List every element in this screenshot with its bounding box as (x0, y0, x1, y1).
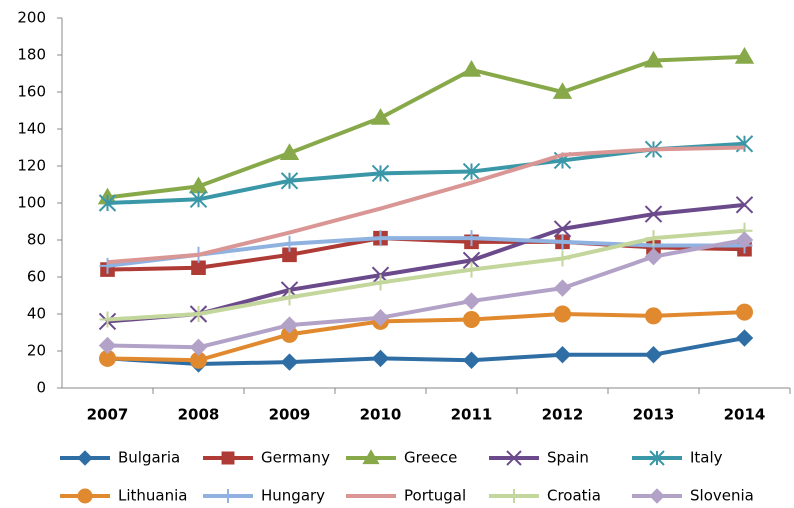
x-tick-label: 2009 (269, 406, 311, 424)
data-point (553, 305, 572, 323)
series-line (107, 336, 745, 366)
data-point (372, 274, 389, 291)
data-point (643, 50, 664, 68)
data-point (462, 292, 481, 310)
series-line (107, 228, 745, 322)
legend-label: Germany (261, 449, 330, 467)
data-point (554, 250, 571, 267)
data-point (735, 329, 754, 347)
data-point (644, 345, 663, 364)
y-tick-label: 120 (17, 157, 46, 175)
data-point (370, 108, 391, 125)
legend-label: Portugal (404, 487, 466, 505)
data-point (554, 233, 571, 250)
data-point (189, 338, 208, 357)
data-point (98, 336, 117, 355)
legend-marker (221, 489, 235, 503)
data-point (282, 247, 297, 263)
legend-marker (506, 450, 522, 466)
legend-marker (649, 488, 665, 504)
data-point (191, 260, 206, 276)
x-tick-label: 2013 (633, 406, 675, 424)
legend-label: Lithuania (118, 487, 187, 505)
data-point (463, 261, 480, 278)
data-point (98, 194, 117, 212)
legend-label: Spain (547, 449, 589, 467)
legend-marker (362, 449, 380, 465)
data-point (461, 60, 482, 77)
data-point (644, 307, 663, 325)
data-point (735, 196, 754, 214)
series-line (107, 145, 745, 265)
data-point (735, 231, 754, 249)
y-tick-label: 80 (27, 231, 46, 249)
legend-marker (507, 489, 521, 503)
y-tick-label: 100 (17, 194, 46, 212)
data-point (190, 306, 207, 322)
data-point (279, 143, 300, 160)
y-tick-label: 20 (27, 342, 46, 360)
data-point (371, 349, 390, 368)
y-tick-label: 200 (17, 9, 46, 27)
y-tick-label: 160 (17, 83, 46, 101)
data-point (644, 247, 663, 266)
legend-marker (77, 488, 93, 504)
x-tick-label: 2012 (542, 406, 584, 424)
data-point (463, 230, 480, 247)
legend-label: Hungary (261, 487, 325, 505)
y-tick-label: 140 (17, 120, 46, 138)
data-point (371, 308, 390, 327)
data-point (372, 230, 389, 247)
data-point (552, 82, 573, 99)
x-tick-label: 2007 (87, 406, 129, 424)
data-point (280, 172, 299, 190)
data-point (280, 316, 299, 334)
data-point (553, 345, 572, 364)
legend-marker (649, 450, 665, 466)
series-line (107, 238, 745, 350)
legend-label: Bulgaria (118, 449, 180, 467)
legend-label: Greece (404, 449, 457, 467)
data-point (189, 190, 208, 209)
data-point (644, 205, 663, 223)
data-point (189, 351, 208, 369)
x-tick-label: 2008 (178, 406, 220, 424)
y-tick-label: 180 (17, 46, 46, 64)
legend-label: Slovenia (690, 487, 754, 505)
data-point (734, 47, 755, 64)
series-line (107, 54, 745, 200)
legend-marker (77, 450, 93, 466)
y-tick-label: 60 (27, 268, 46, 286)
data-point (462, 351, 481, 369)
data-point (462, 251, 481, 270)
legend-label: Croatia (547, 487, 601, 505)
data-point (281, 235, 298, 252)
y-tick-label: 40 (27, 305, 46, 323)
data-point (553, 279, 572, 297)
data-point (98, 349, 117, 367)
legend-marker (221, 451, 235, 465)
legend-label: Italy (690, 449, 723, 467)
x-tick-label: 2011 (451, 406, 493, 424)
x-tick-label: 2010 (360, 406, 402, 424)
data-point (280, 353, 299, 371)
y-tick-label: 0 (36, 379, 46, 397)
data-point (735, 303, 754, 321)
x-tick-label: 2014 (724, 406, 766, 424)
data-point (462, 311, 481, 328)
data-point (371, 164, 390, 183)
data-point (462, 162, 481, 181)
data-point (645, 230, 662, 247)
data-point (553, 220, 572, 238)
series-line (107, 310, 745, 363)
data-point (99, 311, 116, 328)
data-point (281, 289, 298, 306)
